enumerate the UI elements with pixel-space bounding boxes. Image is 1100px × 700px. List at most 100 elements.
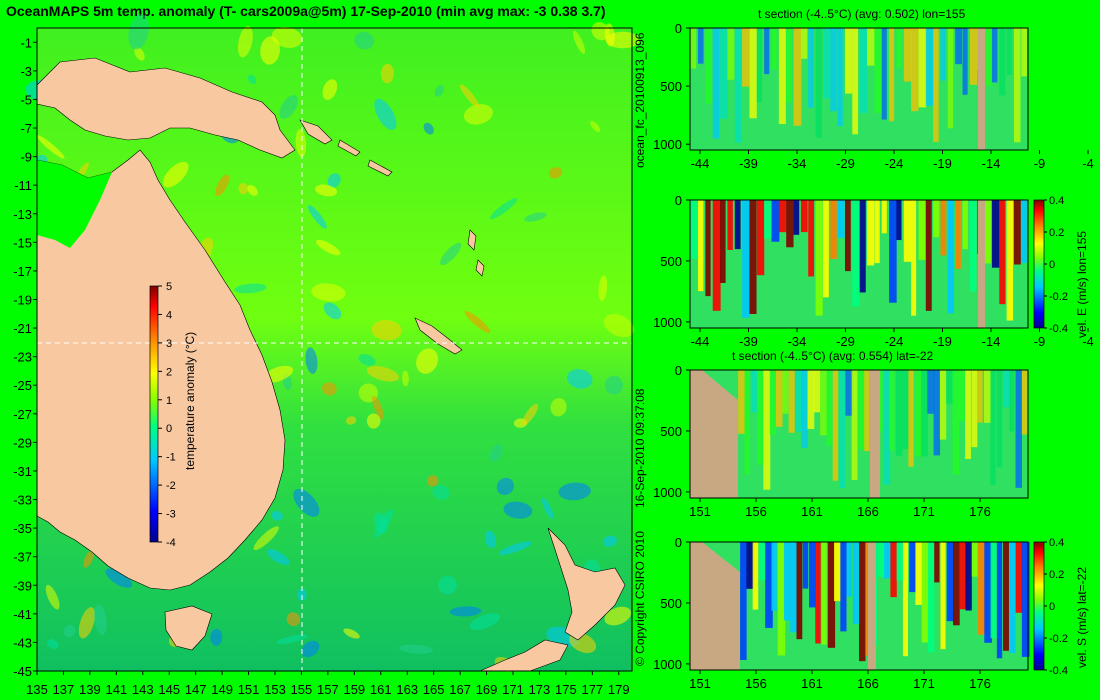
section-column — [822, 200, 829, 298]
section-column — [800, 200, 808, 233]
section-column — [740, 542, 747, 660]
section-column — [742, 28, 750, 87]
section-y-tick-label: 0 — [675, 535, 682, 550]
map-x-tick-label: 139 — [79, 682, 101, 697]
section-column — [896, 200, 902, 241]
section-column — [990, 542, 997, 639]
anomaly-patch — [566, 369, 593, 389]
section-column — [690, 28, 697, 69]
anomaly-patch — [316, 239, 341, 256]
section-column — [889, 200, 897, 303]
land-nz-north — [547, 527, 626, 641]
section-panel-2: -44 -39 -34 -29 -24 -19 -14 -9 -4 0 500 1000 0.4 0.2 0… — [653, 193, 1094, 349]
map-y-tick-label: -41 — [13, 607, 32, 622]
section-column — [908, 370, 914, 467]
section-column — [771, 200, 780, 242]
section-column — [933, 28, 939, 142]
anomaly-patch — [573, 30, 586, 54]
section-column — [790, 542, 797, 633]
section-column — [796, 542, 803, 640]
section-x-tick-label: 171 — [913, 504, 935, 519]
section-column — [705, 200, 711, 297]
section-column — [889, 28, 895, 122]
section-column — [793, 28, 802, 126]
section-column — [958, 370, 966, 421]
anomaly-patch — [210, 628, 223, 646]
section-column — [934, 542, 940, 583]
section-column — [1015, 542, 1023, 613]
section-colorbar-tick-label: -0.4 — [1049, 665, 1068, 677]
section-colorbar-tick-label: 0.2 — [1049, 227, 1064, 239]
anomaly-patch — [162, 161, 189, 188]
map-x-tick-label: 171 — [502, 682, 524, 697]
section-y-tick-label: 1000 — [653, 485, 682, 500]
section-column — [969, 28, 978, 85]
section-land-strip — [868, 542, 876, 670]
anomaly-patch — [484, 530, 497, 549]
map-x-tick-label: 135 — [26, 682, 48, 697]
section-column — [852, 542, 859, 625]
section-column — [820, 370, 827, 436]
anomaly-patch — [315, 184, 338, 197]
section-x-tick-label: -34 — [788, 334, 807, 349]
section-column — [953, 542, 960, 626]
section-column — [946, 542, 954, 622]
vel-s-colorbar-label: vel. S (m/s) lat=-22 — [1075, 566, 1089, 668]
land-vanuatu — [467, 229, 485, 277]
section-column — [940, 200, 947, 256]
map-y-tick-label: -5 — [20, 92, 32, 107]
section-column — [939, 370, 947, 440]
section-x-tick-label: -39 — [739, 334, 758, 349]
section-column — [830, 200, 837, 259]
map-x-tick-label: 149 — [211, 682, 233, 697]
section-column — [698, 200, 704, 292]
map-x-tick-label: 153 — [264, 682, 286, 697]
anomaly-patch — [524, 212, 547, 222]
map-y-tick-label: -1 — [20, 35, 32, 50]
anomaly-patch — [327, 173, 341, 188]
map-x-tick-label: 173 — [529, 682, 551, 697]
section-column — [984, 200, 991, 264]
section-column — [844, 28, 853, 94]
map-x-tick-label: 167 — [449, 682, 471, 697]
section-colorbar-tick-label: 0.2 — [1049, 569, 1064, 581]
section-column — [712, 200, 721, 311]
anomaly-patch — [266, 549, 290, 565]
section-column — [851, 370, 858, 481]
anomaly-patch — [293, 488, 320, 517]
section-column — [801, 370, 808, 448]
anomaly-patch — [498, 541, 532, 555]
section-column — [859, 200, 866, 293]
anomaly-patch — [604, 375, 623, 395]
section-column — [750, 370, 758, 413]
map-y-tick-label: -19 — [13, 292, 32, 307]
anomaly-patch — [603, 314, 634, 338]
section-column — [756, 200, 765, 276]
section-column — [978, 542, 986, 635]
anomaly-patch — [247, 184, 258, 196]
map-y-tick-label: -33 — [13, 493, 32, 508]
section-column — [845, 370, 853, 416]
map-colorbar-tick-label: 3 — [166, 338, 172, 350]
section-column — [859, 542, 866, 662]
section-column — [837, 28, 843, 127]
map-colorbar-tick-label: 1 — [166, 395, 172, 407]
section-x-tick-label: -14 — [982, 334, 1001, 349]
section3-title: t section (-4..5°C) (avg: 0.554) lat=-22 — [732, 349, 934, 363]
map-y-tick-label: -43 — [13, 635, 32, 650]
section-column — [984, 542, 992, 643]
section-land-strip — [978, 28, 985, 150]
section-column — [867, 200, 875, 266]
chart-title: OceanMAPS 5m temp. anomaly (T- cars2009a… — [6, 3, 606, 19]
anomaly-patch — [548, 167, 563, 179]
anomaly-patch — [36, 135, 65, 159]
section-column — [911, 200, 917, 316]
section-column — [962, 200, 968, 250]
section-column — [984, 28, 993, 86]
section-x-tick-label: 156 — [745, 504, 767, 519]
section-column — [925, 28, 934, 106]
section-column — [884, 542, 891, 579]
section-y-tick-label: 500 — [660, 254, 682, 269]
section-x-tick-label: -29 — [836, 156, 855, 171]
